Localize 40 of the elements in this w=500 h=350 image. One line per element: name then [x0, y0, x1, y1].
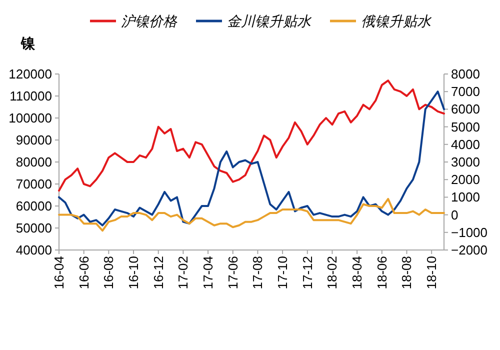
xtick: 18-06 — [374, 256, 390, 290]
legend-label: 沪镍价格 — [121, 13, 178, 29]
y2tick: −1000 — [451, 224, 488, 240]
ytick: 60000 — [16, 198, 52, 214]
xtick: 17-06 — [225, 256, 240, 290]
ytick: 40000 — [16, 242, 52, 258]
xtick: 17-02 — [176, 256, 191, 290]
ytick: 70000 — [16, 176, 52, 192]
xtick: 16-06 — [76, 256, 92, 290]
y2tick: 7000 — [451, 84, 480, 100]
y2tick: 6000 — [451, 102, 480, 117]
y2tick: 4000 — [451, 136, 480, 152]
xtick: 16-04 — [52, 256, 66, 290]
ytick: 100000 — [8, 110, 52, 126]
xtick: 16-08 — [101, 256, 116, 290]
y2tick: 5000 — [451, 119, 480, 134]
legend-label: 俄镍升贴水 — [361, 13, 432, 29]
xtick: 17-04 — [200, 256, 216, 290]
xtick: 16-12 — [150, 256, 166, 290]
xtick: 16-10 — [126, 256, 142, 290]
y2tick: 3000 — [451, 154, 480, 170]
y2tick: −2000 — [451, 242, 488, 258]
y2tick: 0 — [451, 207, 458, 222]
ytick: 120000 — [8, 66, 52, 82]
ytick: 50000 — [16, 220, 52, 236]
y2tick: 8000 — [451, 66, 480, 82]
xtick: 17-08 — [250, 256, 266, 290]
ytick: 110000 — [10, 88, 52, 104]
xtick: 18-04 — [350, 256, 365, 290]
y2tick: 1000 — [451, 190, 480, 205]
xtick: 18-10 — [424, 256, 440, 290]
xtick: 17-12 — [300, 256, 315, 290]
y2tick: 2000 — [451, 172, 480, 188]
ytick: 80000 — [16, 154, 52, 170]
ylabel: 镍 — [21, 35, 35, 51]
xtick: 18-02 — [324, 256, 340, 290]
legend-label: 金川镍升贴水 — [227, 13, 312, 29]
xtick: 17-10 — [275, 256, 290, 290]
ytick: 90000 — [16, 132, 52, 148]
xtick: 18-08 — [399, 256, 414, 290]
